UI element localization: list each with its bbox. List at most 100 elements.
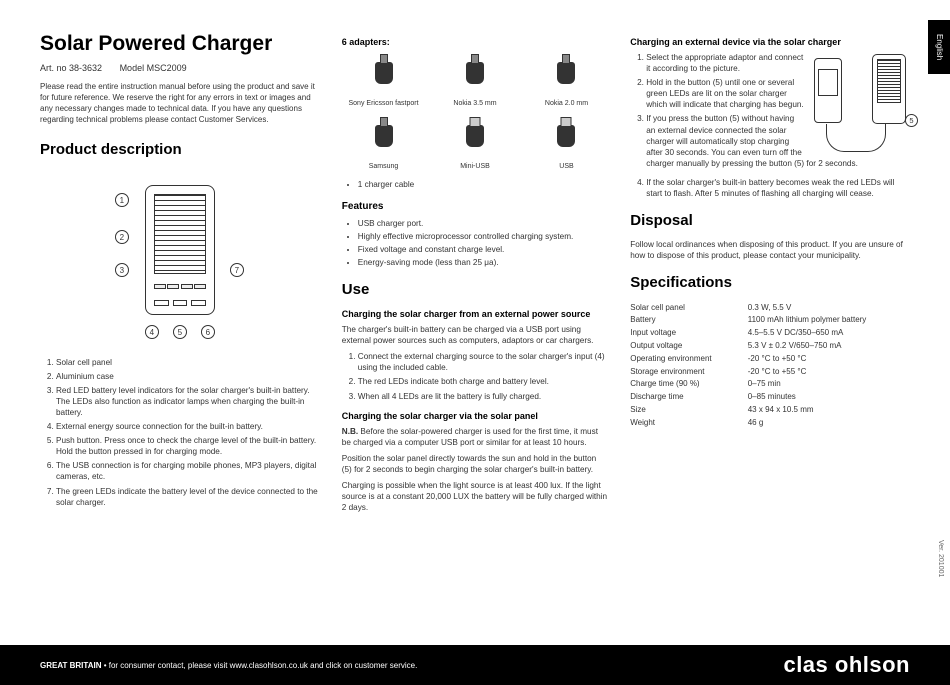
column-1: Solar Powered Charger Art. no 38-3632 Mo… [40, 30, 320, 635]
spec-label: Solar cell panel [630, 302, 748, 315]
charger-illustration [145, 185, 215, 315]
list-item: Solar cell panel [56, 357, 320, 368]
adapter-label: Sony Ericsson fastport [342, 99, 425, 108]
table-row: Discharge time0–85 minutes [630, 391, 910, 404]
features-list: USB charger port. Highly effective micro… [342, 218, 608, 268]
cable-illustration [826, 124, 886, 152]
adapter-grid: Sony Ericsson fastport Nokia 3.5 mm Noki… [342, 52, 608, 171]
list-item: Energy-saving mode (less than 25 μa). [358, 257, 608, 268]
adapter-label: Mini-USB [433, 162, 516, 171]
list-item: Highly effective microprocessor controll… [358, 231, 608, 242]
content-columns: Solar Powered Charger Art. no 38-3632 Mo… [40, 30, 910, 635]
use-sec2-title: Charging the solar charger via the solar… [342, 410, 608, 422]
list-item: USB charger port. [358, 218, 608, 229]
adapter-label: Nokia 3.5 mm [433, 99, 516, 108]
adapter-item: USB [525, 115, 608, 171]
model-no: Model MSC2009 [120, 63, 187, 73]
spec-label: Input voltage [630, 327, 748, 340]
list-item: Aluminium case [56, 371, 320, 382]
product-desc-list: Solar cell panel Aluminium case Red LED … [40, 357, 320, 508]
callout-3: 3 [115, 263, 129, 277]
art-no: Art. no 38-3632 [40, 63, 102, 73]
table-row: Output voltage5.3 V ± 0.2 V/650–750 mA [630, 340, 910, 353]
adapter-item: Sony Ericsson fastport [342, 52, 425, 108]
spec-value: 46 g [748, 417, 910, 430]
adapter-item: Nokia 3.5 mm [433, 52, 516, 108]
use-sec2-p1: Position the solar panel directly toward… [342, 453, 608, 475]
nb-label: N.B. [342, 427, 358, 436]
list-item: The red LEDs indicate both charge and ba… [358, 376, 608, 387]
use-sec2-p2: Charging is possible when the light sour… [342, 480, 608, 513]
language-tab: English [928, 20, 950, 74]
use-heading: Use [342, 280, 608, 300]
footer-bar: GREAT BRITAIN • for consumer contact, pl… [0, 645, 950, 685]
adapter-item: Mini-USB [433, 115, 516, 171]
spec-label: Charge time (90 %) [630, 378, 748, 391]
article-model: Art. no 38-3632 Model MSC2009 [40, 62, 320, 74]
spec-label: Battery [630, 314, 748, 327]
adapter-item: Nokia 2.0 mm [525, 52, 608, 108]
spec-value: 0–75 min [748, 378, 910, 391]
list-item: Push button. Press once to check the cha… [56, 435, 320, 457]
callout-4: 4 [145, 325, 159, 339]
table-row: Storage environment-20 °C to +55 °C [630, 366, 910, 379]
use-sec1-intro: The charger's built-in battery can be ch… [342, 324, 608, 346]
page-title: Solar Powered Charger [40, 30, 320, 58]
charger-small-illustration [872, 54, 906, 124]
intro-text: Please read the entire instruction manua… [40, 82, 320, 125]
adapter-icon [557, 62, 575, 84]
adapter-label: Nokia 2.0 mm [525, 99, 608, 108]
solar-panel-graphic [154, 194, 206, 274]
specs-heading: Specifications [630, 273, 910, 293]
manual-page: English Ver. 201001 Solar Powered Charge… [0, 0, 950, 685]
disposal-text: Follow local ordinances when disposing o… [630, 239, 910, 261]
table-row: Weight46 g [630, 417, 910, 430]
spec-label: Operating environment [630, 353, 748, 366]
callout-2: 2 [115, 230, 129, 244]
phone-illustration [814, 58, 842, 123]
brand-logo: clas ohlson [783, 652, 910, 678]
spec-value: 5.3 V ± 0.2 V/650–750 mA [748, 340, 910, 353]
adapters-heading: 6 adapters: [342, 36, 608, 48]
spec-value: 0–85 minutes [748, 391, 910, 404]
port-row-graphic [154, 298, 206, 308]
adapter-icon [557, 125, 575, 147]
spec-value: 1100 mAh lithium polymer battery [748, 314, 910, 327]
product-desc-heading: Product description [40, 140, 320, 160]
charging-ext-heading: Charging an external device via the sola… [630, 36, 910, 48]
spec-label: Discharge time [630, 391, 748, 404]
product-diagram: 1 2 3 4 5 6 7 [115, 175, 245, 345]
nb-text: Before the solar-powered charger is used… [342, 427, 598, 447]
list-item: Connect the external charging source to … [358, 351, 608, 373]
disposal-heading: Disposal [630, 211, 910, 231]
list-item: If the solar charger's built-in battery … [646, 177, 910, 199]
spec-label: Storage environment [630, 366, 748, 379]
callout-7: 7 [230, 263, 244, 277]
adapter-icon [375, 125, 393, 147]
list-item: When all 4 LEDs are lit the battery is f… [358, 391, 608, 402]
spec-label: Size [630, 404, 748, 417]
adapter-item: Samsung [342, 115, 425, 171]
table-row: Charge time (90 %)0–75 min [630, 378, 910, 391]
features-heading: Features [342, 200, 608, 214]
table-row: Input voltage4.5–5.5 V DC/350–650 mA [630, 327, 910, 340]
specs-table: Solar cell panel0.3 W, 5.5 V Battery1100… [630, 302, 910, 430]
callout-6: 6 [201, 325, 215, 339]
adapter-icon [466, 62, 484, 84]
version-label: Ver. 201001 [937, 540, 944, 577]
callout-5: 5 [173, 325, 187, 339]
footer-contact: • for consumer contact, please visit www… [101, 661, 417, 670]
list-item: Fixed voltage and constant charge level. [358, 244, 608, 255]
list-item: Red LED battery level indicators for the… [56, 385, 320, 418]
table-row: Size43 x 94 x 10.5 mm [630, 404, 910, 417]
callout-5-diagram: 5 [905, 114, 918, 127]
spec-label: Weight [630, 417, 748, 430]
use-sec1-title: Charging the solar charger from an exter… [342, 308, 608, 320]
use-sec2-nb: N.B. Before the solar-powered charger is… [342, 426, 608, 448]
column-2: 6 adapters: Sony Ericsson fastport Nokia… [342, 30, 608, 635]
spec-label: Output voltage [630, 340, 748, 353]
table-row: Operating environment-20 °C to +50 °C [630, 353, 910, 366]
adapter-extra-list: 1 charger cable [342, 179, 608, 190]
callout-1: 1 [115, 193, 129, 207]
adapter-icon [375, 62, 393, 84]
